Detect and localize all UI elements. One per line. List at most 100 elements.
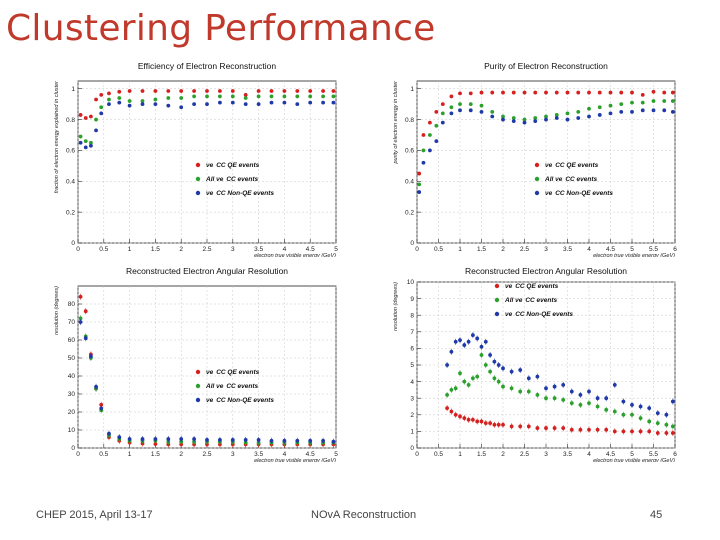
- data-point: [99, 105, 104, 110]
- x-tick-label: 3: [544, 451, 548, 458]
- x-tick-label: 0.5: [434, 451, 443, 458]
- x-tick-label: 3.5: [254, 451, 263, 458]
- x-tick-label: 1.5: [151, 246, 160, 253]
- legend-rest: CC events: [226, 176, 258, 183]
- data-point: [647, 419, 652, 424]
- data-point: [544, 426, 548, 430]
- data-point: [166, 437, 171, 441]
- data-point: [243, 96, 248, 100]
- data-point: [230, 94, 235, 99]
- y-tick-label: 1: [410, 429, 414, 436]
- data-point: [117, 100, 122, 105]
- data-point: [509, 386, 514, 391]
- data-point: [256, 94, 261, 99]
- x-axis-label: electron true visible energy (GeV): [593, 458, 675, 462]
- legend-marker: [534, 176, 540, 182]
- data-point: [192, 437, 197, 441]
- legend-prefix: All νe: [205, 383, 224, 390]
- data-point: [552, 426, 557, 430]
- data-point: [576, 90, 581, 95]
- data-point: [544, 117, 548, 122]
- data-point: [205, 89, 209, 93]
- x-tick-label: 2.5: [520, 451, 529, 458]
- x-tick-label: 2: [501, 451, 505, 458]
- legend-label: All νe CC events: [544, 176, 598, 183]
- data-point: [471, 376, 475, 381]
- data-point: [509, 369, 514, 374]
- data-point: [83, 139, 88, 144]
- x-axis-label: electron true visible energy (GeV): [254, 458, 336, 462]
- data-point: [483, 421, 488, 425]
- data-point: [89, 140, 93, 145]
- x-tick-label: 4.5: [606, 246, 615, 253]
- data-point: [554, 113, 559, 117]
- x-axis: 0 0.5 1 1.5 2 2.5 3 3.5 4 4.5 5 5.5 6: [415, 282, 677, 458]
- footer-conference: CHEP 2015, April 13-17: [36, 509, 153, 521]
- data-point: [640, 92, 645, 97]
- legend-label: νe CC Non-QE events: [545, 190, 613, 197]
- y-tick-label: 60: [68, 337, 76, 344]
- slide-title: Clustering Performance: [6, 8, 436, 49]
- data-point: [670, 424, 675, 429]
- x-axis: 0 0.5 1 1.5 2 2.5 3 3.5 4 4.5 5: [76, 286, 338, 458]
- data-point: [638, 429, 643, 434]
- data-point: [269, 94, 274, 99]
- data-point: [458, 414, 462, 419]
- data-point: [544, 90, 548, 95]
- data-point: [587, 106, 591, 111]
- x-tick-label: 3: [231, 451, 235, 458]
- data-point: [565, 90, 570, 95]
- data-point: [471, 333, 475, 338]
- data-point: [651, 108, 656, 113]
- y-tick-label: 40: [68, 373, 76, 380]
- data-point: [544, 386, 548, 391]
- data-point: [321, 89, 325, 93]
- data-point: [256, 438, 261, 442]
- data-point: [417, 190, 422, 194]
- data-point: [449, 349, 454, 354]
- data-point: [561, 426, 566, 430]
- data-point: [434, 139, 439, 144]
- data-point: [655, 421, 660, 425]
- data-point: [576, 109, 581, 114]
- y-tick-label: 7: [410, 329, 414, 336]
- data-point: [78, 113, 83, 117]
- data-point: [578, 402, 583, 407]
- legend-label: νe CC Non-QE events: [206, 190, 274, 197]
- data-point: [445, 406, 449, 411]
- data-point: [331, 439, 336, 444]
- data-point: [94, 128, 98, 133]
- data-point: [205, 102, 209, 107]
- data-point: [117, 96, 122, 100]
- data-point: [140, 102, 145, 107]
- x-tick-label: 1: [128, 451, 132, 458]
- x-tick-label: 0: [415, 246, 419, 253]
- footer-talk-title: NOvA Reconstruction: [311, 509, 417, 521]
- data-point: [535, 426, 540, 430]
- data-point: [331, 89, 336, 93]
- data-point: [488, 353, 492, 357]
- y-tick-label: 0.6: [66, 148, 75, 155]
- legend-prefix: νe: [206, 190, 214, 197]
- x-tick-label: 1.5: [151, 451, 160, 458]
- y-tick-label: 1: [410, 86, 414, 93]
- data-point: [587, 389, 591, 394]
- data-point: [511, 119, 516, 124]
- data-point: [453, 339, 458, 344]
- data-point: [604, 396, 609, 401]
- data-point: [295, 94, 300, 99]
- data-point: [471, 417, 475, 422]
- data-point: [78, 140, 83, 145]
- x-tick-label: 0: [415, 451, 419, 458]
- data-point: [127, 103, 132, 108]
- data-point: [331, 100, 336, 105]
- data-point: [256, 102, 261, 107]
- data-point: [449, 105, 454, 110]
- data-point: [428, 133, 432, 137]
- data-point: [468, 102, 473, 107]
- data-point: [479, 419, 484, 424]
- x-tick-label: 4: [587, 451, 591, 458]
- data-point: [321, 100, 325, 105]
- data-point: [321, 94, 325, 99]
